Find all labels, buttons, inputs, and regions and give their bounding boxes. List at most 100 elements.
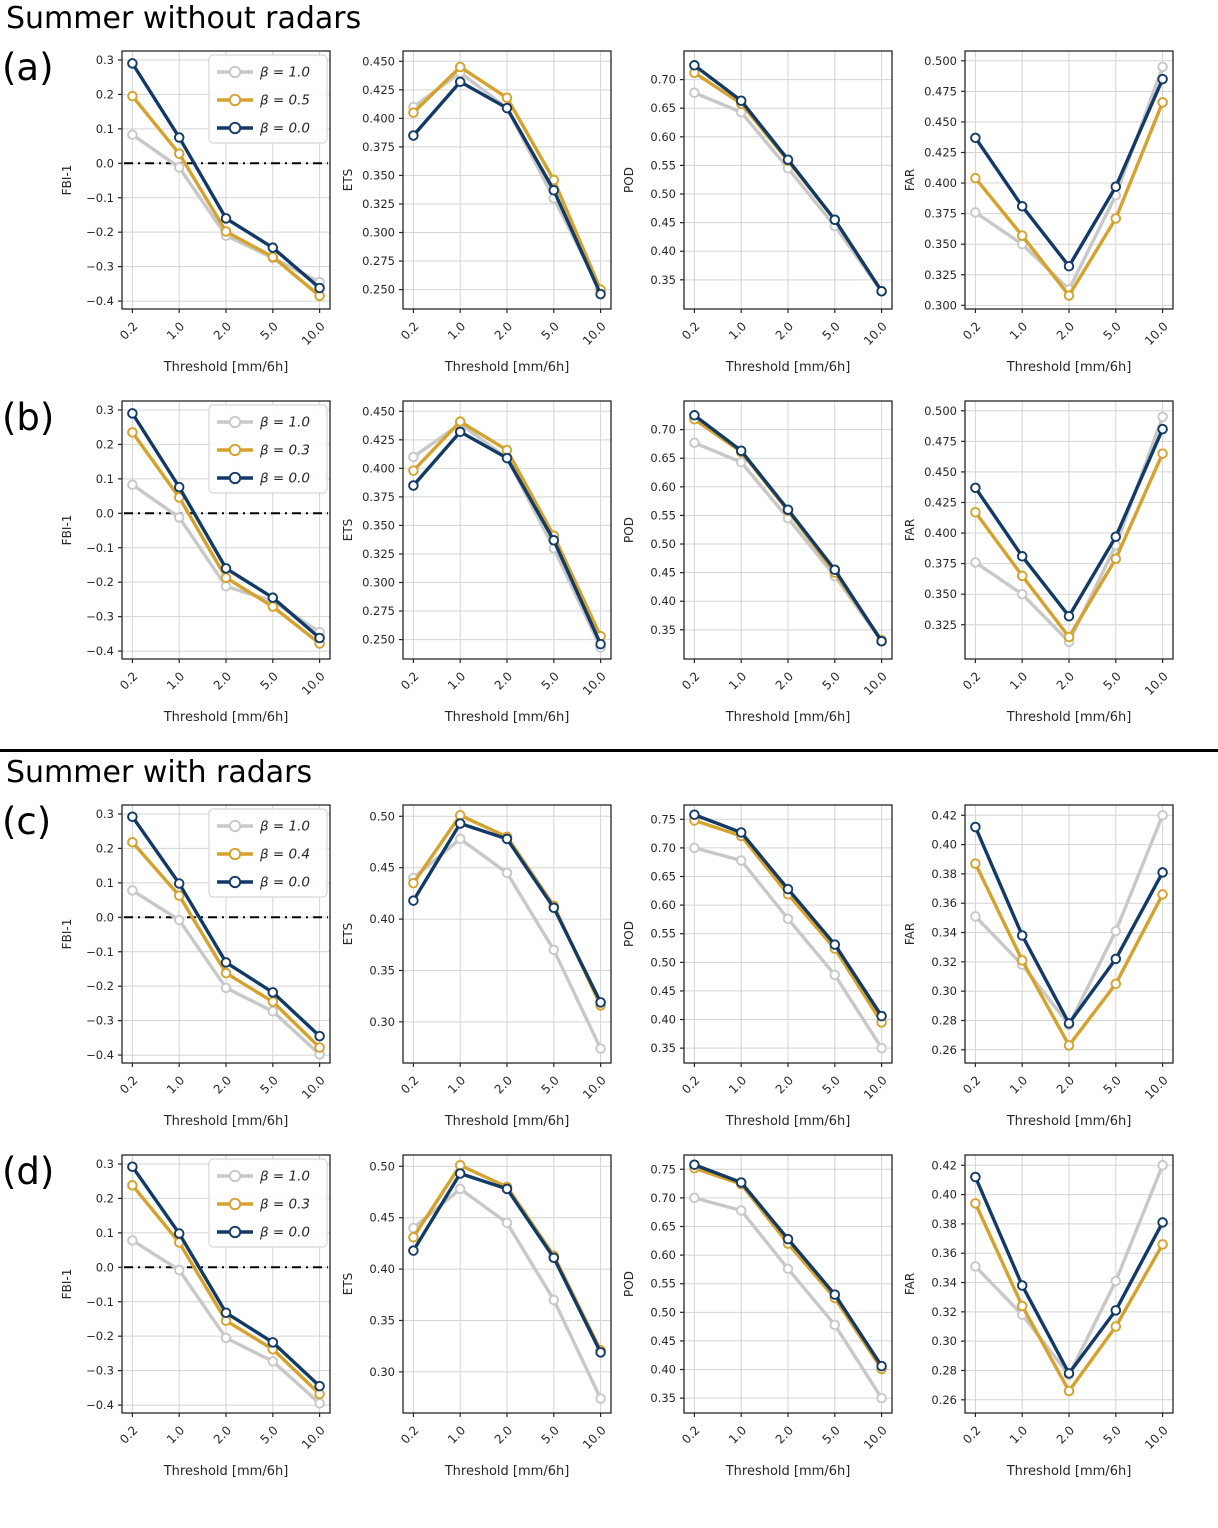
svg-text:Threshold [mm/6h]: Threshold [mm/6h] — [725, 1464, 851, 1479]
svg-text:10.0: 10.0 — [861, 669, 890, 698]
charts-row-d: −0.4 −0.3 −0.2 −0.1 0.0 0.1 0.2 0.3 0.2 1.0 2.0 5.0… — [58, 1145, 1218, 1493]
svg-text:0.70: 0.70 — [650, 841, 676, 855]
svg-text:5.0: 5.0 — [258, 669, 281, 692]
svg-text:0.35: 0.35 — [369, 1314, 395, 1328]
svg-text:0.400: 0.400 — [362, 111, 395, 125]
svg-text:10.0: 10.0 — [299, 1073, 328, 1102]
svg-text:1.0: 1.0 — [445, 669, 468, 692]
svg-text:0.50: 0.50 — [650, 1305, 676, 1319]
svg-text:1.0: 1.0 — [726, 1423, 749, 1446]
chart-d-fbi1: −0.4 −0.3 −0.2 −0.1 0.0 0.1 0.2 0.3 0.2 1.0 2.0 5.0… — [60, 1154, 331, 1479]
svg-text:0.0: 0.0 — [96, 156, 114, 170]
svg-text:Threshold [mm/6h]: Threshold [mm/6h] — [444, 710, 570, 725]
svg-text:2.0: 2.0 — [1054, 1423, 1077, 1446]
panel-label-b: (b) — [2, 396, 55, 439]
svg-text:0.28: 0.28 — [931, 1014, 957, 1028]
svg-text:Threshold [mm/6h]: Threshold [mm/6h] — [725, 1114, 851, 1129]
svg-text:2.0: 2.0 — [211, 1423, 234, 1446]
svg-text:0.3: 0.3 — [96, 1157, 114, 1171]
svg-text:0.45: 0.45 — [650, 984, 676, 998]
svg-text:Threshold [mm/6h]: Threshold [mm/6h] — [163, 1464, 289, 1479]
svg-text:0.70: 0.70 — [650, 423, 676, 437]
svg-text:2.0: 2.0 — [492, 1423, 515, 1446]
svg-text:−0.1: −0.1 — [86, 191, 114, 205]
svg-text:0.2: 0.2 — [96, 841, 114, 855]
svg-text:0.75: 0.75 — [650, 812, 676, 826]
svg-text:0.325: 0.325 — [362, 547, 395, 561]
svg-text:5.0: 5.0 — [820, 1423, 843, 1446]
svg-text:0.40: 0.40 — [369, 1262, 395, 1276]
svg-text:FAR: FAR — [903, 923, 917, 945]
chart-c-pod: 0.35 0.40 0.45 0.50 0.55 0.60 0.65 0.70 0.75 0.2 1… — [622, 804, 893, 1129]
svg-text:β = 1.0: β = 1.0 — [259, 819, 310, 835]
svg-text:0.1: 0.1 — [96, 472, 114, 486]
svg-text:0.26: 0.26 — [931, 1043, 957, 1057]
svg-text:0.350: 0.350 — [362, 168, 395, 182]
svg-text:0.350: 0.350 — [924, 587, 957, 601]
svg-text:0.350: 0.350 — [924, 237, 957, 251]
svg-text:1.0: 1.0 — [1007, 1423, 1030, 1446]
svg-text:10.0: 10.0 — [580, 669, 609, 698]
svg-text:0.250: 0.250 — [362, 283, 395, 297]
svg-text:0.300: 0.300 — [924, 298, 957, 312]
svg-text:0.2: 0.2 — [960, 1073, 983, 1096]
charts-row-a: −0.4 −0.3 −0.2 −0.1 0.0 0.1 0.2 0.3 0.2 1.0 2.0 5.0… — [58, 41, 1218, 389]
chart-c-fbi1: −0.4 −0.3 −0.2 −0.1 0.0 0.1 0.2 0.3 0.2 1.0 2.0 5.0… — [60, 804, 331, 1129]
svg-text:1.0: 1.0 — [1007, 1073, 1030, 1096]
svg-text:0.55: 0.55 — [650, 158, 676, 172]
svg-text:0.475: 0.475 — [924, 434, 957, 448]
svg-text:−0.2: −0.2 — [86, 225, 114, 239]
svg-text:0.2: 0.2 — [679, 1423, 702, 1446]
svg-text:0.300: 0.300 — [362, 576, 395, 590]
panel-row-d: (d) −0.4 −0.3 −0.2 −0.1 0.0 0.1 0.2 0.3 0.2 1.0 2.… — [0, 1145, 1218, 1493]
svg-text:0.425: 0.425 — [924, 496, 957, 510]
svg-text:0.500: 0.500 — [924, 54, 957, 68]
svg-text:2.0: 2.0 — [1054, 669, 1077, 692]
svg-text:FAR: FAR — [903, 519, 917, 541]
svg-text:5.0: 5.0 — [820, 319, 843, 342]
svg-text:β = 0.5: β = 0.5 — [259, 93, 310, 109]
svg-text:β = 1.0: β = 1.0 — [259, 415, 310, 431]
svg-text:0.35: 0.35 — [650, 623, 676, 637]
svg-text:5.0: 5.0 — [258, 1423, 281, 1446]
svg-text:1.0: 1.0 — [726, 319, 749, 342]
svg-text:0.70: 0.70 — [650, 73, 676, 87]
svg-text:5.0: 5.0 — [539, 669, 562, 692]
svg-text:2.0: 2.0 — [773, 1423, 796, 1446]
svg-text:10.0: 10.0 — [299, 1423, 328, 1452]
svg-text:0.450: 0.450 — [924, 465, 957, 479]
svg-text:POD: POD — [622, 921, 636, 947]
panel-label-d: (d) — [2, 1150, 55, 1193]
svg-text:β = 0.4: β = 0.4 — [259, 847, 310, 863]
svg-text:0.1: 0.1 — [96, 122, 114, 136]
chart-d-pod: 0.35 0.40 0.45 0.50 0.55 0.60 0.65 0.70 0.75 0.2 1… — [622, 1154, 893, 1479]
svg-text:0.3: 0.3 — [96, 403, 114, 417]
svg-text:1.0: 1.0 — [1007, 319, 1030, 342]
svg-text:5.0: 5.0 — [820, 669, 843, 692]
svg-text:POD: POD — [622, 1271, 636, 1297]
svg-text:1.0: 1.0 — [164, 319, 187, 342]
svg-text:0.2: 0.2 — [117, 669, 140, 692]
svg-text:0.325: 0.325 — [924, 268, 957, 282]
svg-text:0.30: 0.30 — [369, 1015, 395, 1029]
panel-label-a: (a) — [2, 46, 54, 89]
svg-text:FBI-1: FBI-1 — [60, 515, 74, 546]
svg-text:0.0: 0.0 — [96, 910, 114, 924]
svg-text:0.2: 0.2 — [398, 1423, 421, 1446]
svg-text:0.42: 0.42 — [931, 1158, 957, 1172]
svg-text:0.35: 0.35 — [650, 1041, 676, 1055]
svg-text:10.0: 10.0 — [580, 1073, 609, 1102]
svg-text:ETS: ETS — [341, 923, 355, 946]
svg-text:0.40: 0.40 — [650, 1363, 676, 1377]
svg-text:5.0: 5.0 — [1101, 1423, 1124, 1446]
svg-text:ETS: ETS — [341, 519, 355, 542]
svg-text:−0.4: −0.4 — [86, 1398, 114, 1412]
svg-text:0.34: 0.34 — [931, 926, 957, 940]
svg-text:5.0: 5.0 — [1101, 669, 1124, 692]
svg-text:POD: POD — [622, 167, 636, 193]
svg-text:0.55: 0.55 — [650, 508, 676, 522]
svg-text:0.450: 0.450 — [362, 54, 395, 68]
svg-text:β = 0.0: β = 0.0 — [259, 471, 310, 487]
svg-text:Threshold [mm/6h]: Threshold [mm/6h] — [1006, 1464, 1132, 1479]
svg-text:0.2: 0.2 — [679, 669, 702, 692]
